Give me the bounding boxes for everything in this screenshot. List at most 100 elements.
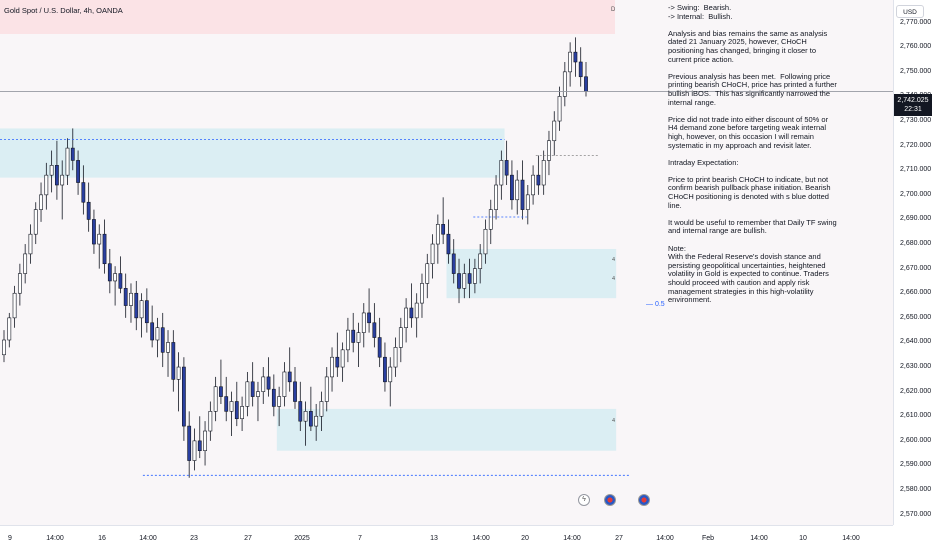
candle-body (309, 411, 312, 426)
us-flag-icon[interactable] (638, 494, 650, 506)
candle-body (55, 165, 58, 185)
candle-body (558, 96, 561, 121)
candle-body (500, 160, 503, 185)
price-tick-label: 2,580.000 (900, 486, 931, 493)
zone-number: 4 (612, 257, 615, 263)
price-axis[interactable]: 2,770.0002,760.0002,750.0002,740.0002,73… (893, 0, 932, 525)
price-tick-label: 2,700.000 (900, 191, 931, 198)
time-tick-label: 2025 (294, 535, 310, 542)
note-paragraph: Price did not trade into either discount… (668, 116, 838, 150)
candle-body (346, 330, 349, 350)
symbol-title: Gold Spot / U.S. Dollar, 4h, OANDA (4, 6, 123, 15)
current-price-badge: 2,742.025 22:31 (894, 94, 932, 116)
candle-body (526, 195, 529, 210)
candle-body (426, 264, 429, 284)
candle-body (198, 441, 201, 451)
candle-body (39, 195, 42, 210)
price-tick-label: 2,710.000 (900, 166, 931, 173)
demand-zone (447, 249, 617, 298)
candle-body (188, 426, 191, 460)
candle-body (193, 441, 196, 461)
time-tick-label: Feb (702, 535, 714, 542)
price-tick-label: 2,730.000 (900, 117, 931, 124)
lightning-icon[interactable]: ϟ (578, 494, 590, 506)
candle-body (283, 372, 286, 397)
candle-body (82, 183, 85, 203)
price-tick-label: 2,750.000 (900, 68, 931, 75)
time-tick-label: 10 (799, 535, 807, 542)
candle-body (315, 416, 318, 426)
candle-body (415, 303, 418, 318)
candle-body (373, 323, 376, 338)
candle-body (457, 274, 460, 289)
time-tick-label: 9 (8, 535, 12, 542)
price-tick-label: 2,690.000 (900, 215, 931, 222)
time-tick-label: 20 (521, 535, 529, 542)
bar-countdown: 22:31 (894, 105, 932, 114)
candle-body (98, 234, 101, 244)
candle-body (8, 318, 11, 340)
candle-body (203, 431, 206, 451)
demand-zone (0, 128, 505, 177)
price-tick-label: 2,610.000 (900, 412, 931, 419)
candle-body (71, 148, 74, 160)
note-paragraph: -> Swing: Bearish. -> Internal: Bullish. (668, 4, 838, 21)
candle-body (532, 175, 535, 195)
candle-body (383, 357, 386, 382)
candle-body (468, 274, 471, 284)
candle-body (214, 387, 217, 412)
candle-body (288, 372, 291, 382)
candle-body (336, 357, 339, 367)
candle-body (34, 210, 37, 235)
time-tick-label: 14:00 (472, 535, 490, 542)
us-flag-icon[interactable] (604, 494, 616, 506)
note-paragraph: Intraday Expectation: (668, 159, 838, 168)
time-tick-label: 7 (358, 535, 362, 542)
candle-body (436, 224, 439, 244)
candle-body (494, 185, 497, 210)
price-tick-label: 2,680.000 (900, 240, 931, 247)
price-tick-label: 2,630.000 (900, 363, 931, 370)
price-tick-label: 2,590.000 (900, 461, 931, 468)
candle-body (330, 357, 333, 377)
time-tick-label: 14:00 (656, 535, 674, 542)
candle-body (267, 377, 270, 389)
candle-body (516, 180, 519, 200)
candle-body (18, 274, 21, 294)
time-tick-label: 14:00 (46, 535, 64, 542)
currency-button[interactable]: USD (896, 5, 924, 18)
candle-body (569, 52, 572, 72)
price-tick-label: 2,650.000 (900, 314, 931, 321)
candle-body (92, 219, 95, 244)
candle-body (209, 411, 212, 431)
note-paragraph: It would be useful to remember that Dail… (668, 219, 838, 236)
candle-body (114, 274, 117, 281)
candle-body (166, 342, 169, 352)
candle-body (542, 160, 545, 185)
candle-body (140, 301, 143, 318)
candle-body (479, 254, 482, 269)
candle-body (182, 367, 185, 426)
candle-body (119, 274, 122, 289)
price-tick-label: 2,720.000 (900, 142, 931, 149)
time-tick-label: 16 (98, 535, 106, 542)
chart-area[interactable]: Gold Spot / U.S. Dollar, 4h, OANDA D — 0… (0, 0, 893, 525)
price-tick-label: 2,760.000 (900, 43, 931, 50)
candle-body (452, 254, 455, 274)
candle-body (278, 397, 281, 407)
candle-body (151, 323, 154, 340)
candle-body (431, 244, 434, 264)
candle-body (129, 293, 132, 305)
candle-body (61, 175, 64, 185)
candle-body (394, 347, 397, 367)
candle-body (172, 342, 175, 379)
price-tick-label: 2,660.000 (900, 289, 931, 296)
candle-body (510, 175, 513, 200)
candle-body (584, 77, 587, 92)
candle-body (537, 175, 540, 185)
price-tick-label: 2,620.000 (900, 388, 931, 395)
time-axis[interactable]: 9 14:00 16 14:00 23 27 2025 7 13 14:00 20 14:00 27 14… (0, 525, 893, 550)
price-tick-label: 2,570.000 (900, 511, 931, 518)
note-paragraph: Analysis and bias remains the same as an… (668, 30, 838, 64)
candle-body (553, 121, 556, 141)
